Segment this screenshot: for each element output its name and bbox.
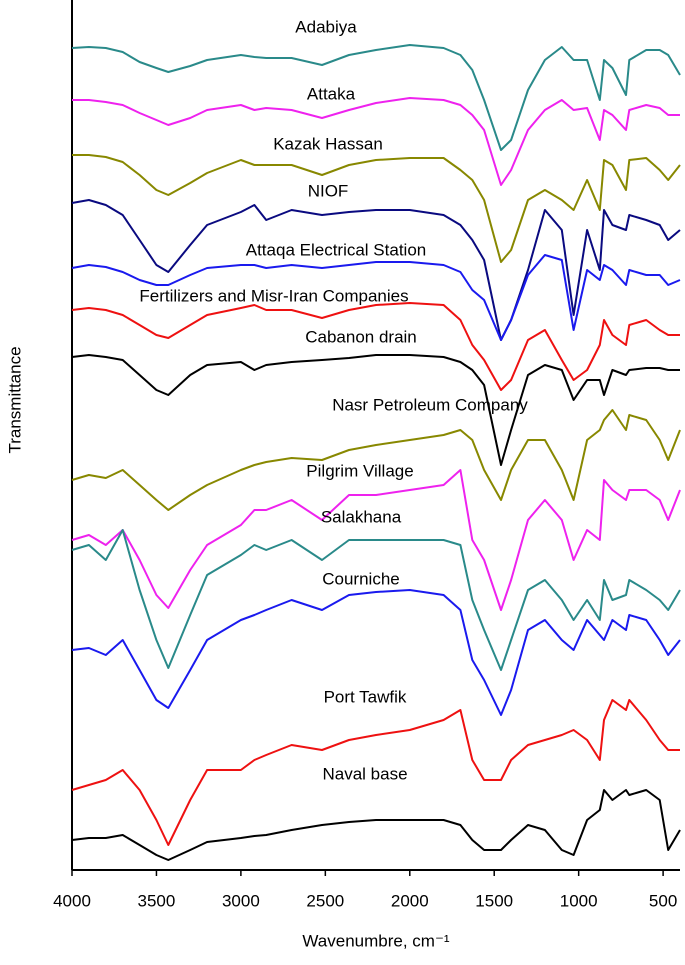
series-label: Attaqa Electrical Station <box>246 240 426 259</box>
series-label: Kazak Hassan <box>273 134 383 153</box>
spectrum-line <box>72 97 680 186</box>
spectrum-line <box>71 469 681 611</box>
series-label: Courniche <box>322 569 400 588</box>
series-label: Adabiya <box>295 17 357 36</box>
x-tick-label: 2000 <box>391 891 429 910</box>
series-label: Salakhana <box>321 507 402 526</box>
x-tick-label: 4000 <box>53 891 91 910</box>
spectrum-line <box>71 199 681 341</box>
series-label: NIOF <box>308 181 349 200</box>
x-tick-label: 3500 <box>138 891 176 910</box>
spectrum-line <box>72 154 681 263</box>
y-axis-label: Transmittance <box>5 346 24 453</box>
series-label: Nasr Petroleum Company <box>332 395 528 414</box>
spectrum-line <box>71 589 681 716</box>
series-label: Port Tawfik <box>324 687 407 706</box>
series-label: Pilgrim Village <box>306 461 413 480</box>
series-label: Attaka <box>307 84 356 103</box>
x-tick-label: 1500 <box>475 891 513 910</box>
series-label: Fertilizers and Misr-Iran Companies <box>139 286 408 305</box>
x-axis-label: Wavenumbre, cm⁻¹ <box>302 931 450 950</box>
spectrum-line <box>71 44 681 151</box>
x-tick-label: 3000 <box>222 891 260 910</box>
spectrum-line <box>71 529 681 671</box>
series-label: Naval base <box>322 764 407 783</box>
series-label: Cabanon drain <box>305 327 417 346</box>
x-tick-label: 1000 <box>560 891 598 910</box>
spectrum-line <box>71 699 680 846</box>
spectrum-line <box>71 409 681 511</box>
spectrum-line <box>71 789 681 861</box>
spectrum-line <box>71 254 681 341</box>
spectrum-line <box>71 354 680 466</box>
x-tick-label: 500 <box>649 891 677 910</box>
x-tick-label: 2500 <box>306 891 344 910</box>
spectrum-line <box>71 302 680 391</box>
